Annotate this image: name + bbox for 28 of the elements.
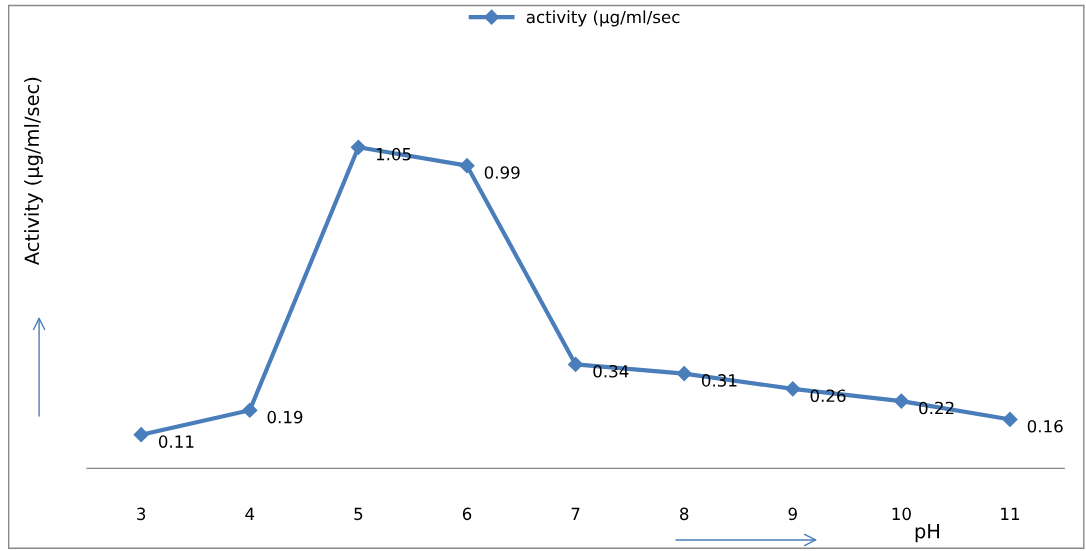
x-axis-title: pH: [915, 523, 940, 543]
x-tick-label: 7: [571, 507, 580, 520]
point: [459, 158, 475, 174]
x-tick-label: 9: [788, 507, 797, 521]
x-tick-label: 3: [137, 507, 146, 521]
x-tick-label: 6: [462, 507, 472, 521]
x-tick-label: 5: [354, 507, 363, 521]
point: [893, 393, 909, 409]
data-label: 0.11: [158, 435, 194, 448]
point: [133, 427, 149, 443]
x-tick-label: 10: [892, 507, 911, 521]
data-label: 0.99: [484, 166, 520, 179]
y-axis-title: Activity (µg/ml/sec): [24, 77, 43, 266]
x-tick-label: 4: [245, 507, 255, 520]
point: [676, 365, 692, 382]
data-label: 1.05: [376, 147, 411, 161]
point: [1002, 411, 1018, 427]
data-label: 0.22: [919, 401, 954, 415]
x-tick-label: 8: [680, 507, 689, 521]
legend-label: activity (µg/ml/sec: [526, 10, 680, 27]
point: [242, 402, 258, 418]
point: [785, 381, 801, 397]
point: [568, 356, 584, 372]
point: [350, 139, 366, 155]
data-label: 0.19: [267, 410, 303, 424]
data-label: 0.31: [701, 374, 737, 387]
x-tick-label: 11: [1001, 507, 1020, 520]
data-label: 0.16: [1027, 419, 1063, 433]
